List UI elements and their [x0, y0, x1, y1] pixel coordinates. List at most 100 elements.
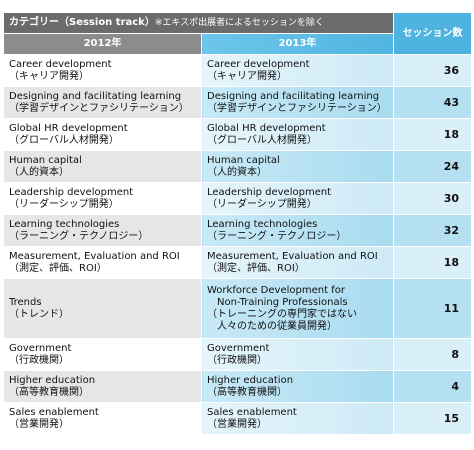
cell-2012: Designing and facilitating learning （学習デザ…: [3, 86, 202, 119]
cell-line: （人的資本）: [207, 166, 267, 178]
table-body: Career development （キャリア開発） Career develop…: [3, 54, 472, 435]
cell-line: （行政機関）: [9, 354, 69, 366]
cell-2013: Designing and facilitating learning （学習デザ…: [201, 86, 394, 119]
cell-line: （グローバル人材開発）: [207, 134, 317, 146]
header-title: カテゴリー（Session track）※エキスポ出展者によるセッションを除く: [3, 12, 394, 34]
cell-line: （学習デザインとファシリテーション）: [207, 102, 387, 114]
table-row: Leadership development （リーダーシップ開発） Leaders…: [3, 182, 472, 215]
cell-line: （リーダーシップ開発）: [207, 198, 317, 210]
cell-line: Government: [9, 342, 72, 354]
cell-2012: Trends （トレンド）: [3, 278, 202, 339]
cell-2013: Higher education （高等教育機関）: [201, 370, 394, 403]
table-row: Trends （トレンド） Workforce Development for No…: [3, 278, 472, 339]
cell-line: Global HR development: [9, 122, 128, 134]
cell-line: Leadership development: [207, 186, 332, 198]
cell-2013: Workforce Development for Non-Training P…: [201, 278, 394, 339]
cell-2012: Higher education （高等教育機関）: [3, 370, 202, 403]
cell-sessions: 36: [393, 54, 472, 87]
session-table: カテゴリー（Session track）※エキスポ出展者によるセッションを除く …: [3, 12, 472, 435]
cell-2012: Sales enablement （営業開発）: [3, 402, 202, 435]
cell-line: （営業開発）: [207, 418, 267, 430]
cell-line: Human capital: [207, 154, 280, 166]
cell-sessions: 24: [393, 150, 472, 183]
cell-line: Career development: [9, 58, 112, 70]
cell-line: Learning technologies: [9, 218, 120, 230]
cell-line: Higher education: [9, 374, 96, 386]
cell-sessions: 18: [393, 118, 472, 151]
cell-line: Sales enablement: [207, 406, 297, 418]
header-2012: 2012年: [3, 33, 202, 55]
cell-2013: Sales enablement （営業開発）: [201, 402, 394, 435]
cell-line: Designing and facilitating learning: [9, 90, 182, 102]
cell-line: （トレーニングの専門家ではない: [207, 308, 357, 320]
table-container: カテゴリー（Session track）※エキスポ出展者によるセッションを除く …: [3, 12, 472, 435]
cell-line: （測定、評価、ROI）: [9, 262, 107, 274]
table-row: Higher education （高等教育機関） Higher education…: [3, 370, 472, 403]
table-row: Learning technologies （ラーニング・テクノロジー） Learn…: [3, 214, 472, 247]
cell-2013: Career development （キャリア開発）: [201, 54, 394, 87]
cell-2012: Career development （キャリア開発）: [3, 54, 202, 87]
cell-line: Learning technologies: [207, 218, 318, 230]
cell-line: （ラーニング・テクノロジー）: [207, 230, 347, 242]
cell-line: （キャリア開発）: [9, 70, 89, 82]
cell-line: Higher education: [207, 374, 294, 386]
cell-line: （リーダーシップ開発）: [9, 198, 119, 210]
table-row: Sales enablement （営業開発） Sales enablement （営…: [3, 402, 472, 435]
cell-2012: Human capital （人的資本）: [3, 150, 202, 183]
cell-line: （トレンド）: [9, 308, 69, 320]
cell-line: Sales enablement: [9, 406, 99, 418]
cell-line: Measurement, Evaluation and ROI: [9, 250, 180, 262]
cell-2012: Leadership development （リーダーシップ開発）: [3, 182, 202, 215]
cell-2013: Human capital （人的資本）: [201, 150, 394, 183]
cell-line: 人々のための従業員開発）: [207, 320, 337, 332]
table-row: Government （行政機関） Government （行政機関） 8: [3, 338, 472, 371]
table-row: Designing and facilitating learning （学習デザ…: [3, 86, 472, 119]
cell-line: （測定、評価、ROI）: [207, 262, 305, 274]
cell-sessions: 30: [393, 182, 472, 215]
cell-line: （営業開発）: [9, 418, 69, 430]
cell-2013: Leadership development （リーダーシップ開発）: [201, 182, 394, 215]
cell-line: （高等教育機関）: [9, 386, 89, 398]
cell-line: （ラーニング・テクノロジー）: [9, 230, 149, 242]
cell-line: （高等教育機関）: [207, 386, 287, 398]
cell-2013: Measurement, Evaluation and ROI （測定、評価、RO…: [201, 246, 394, 279]
cell-2013: Learning technologies （ラーニング・テクノロジー）: [201, 214, 394, 247]
cell-sessions: 4: [393, 370, 472, 403]
cell-2012: Global HR development （グローバル人材開発）: [3, 118, 202, 151]
cell-2012: Measurement, Evaluation and ROI （測定、評価、RO…: [3, 246, 202, 279]
cell-2012: Learning technologies （ラーニング・テクノロジー）: [3, 214, 202, 247]
cell-line: Trends: [9, 296, 42, 308]
cell-line: （グローバル人材開発）: [9, 134, 119, 146]
table-row: Global HR development （グローバル人材開発） Global H…: [3, 118, 472, 151]
cell-line: （人的資本）: [9, 166, 69, 178]
cell-sessions: 18: [393, 246, 472, 279]
title-text: カテゴリー（Session track）: [9, 17, 155, 28]
cell-sessions: 15: [393, 402, 472, 435]
table-row: Human capital （人的資本） Human capital （人的資本） 24: [3, 150, 472, 183]
table-row: Career development （キャリア開発） Career develop…: [3, 54, 472, 87]
cell-sessions: 11: [393, 278, 472, 339]
cell-line: Measurement, Evaluation and ROI: [207, 250, 378, 262]
cell-line: Government: [207, 342, 270, 354]
cell-line: Designing and facilitating learning: [207, 90, 380, 102]
table-row: Measurement, Evaluation and ROI （測定、評価、RO…: [3, 246, 472, 279]
header-sessions: セッション数: [393, 12, 472, 55]
cell-line: Non-Training Professionals: [207, 296, 348, 308]
cell-line: Human capital: [9, 154, 82, 166]
title-note: ※エキスポ出展者によるセッションを除く: [154, 18, 324, 28]
cell-line: （キャリア開発）: [207, 70, 287, 82]
cell-2013: Government （行政機関）: [201, 338, 394, 371]
cell-2013: Global HR development （グローバル人材開発）: [201, 118, 394, 151]
cell-line: Leadership development: [9, 186, 134, 198]
cell-2012: Government （行政機関）: [3, 338, 202, 371]
cell-sessions: 43: [393, 86, 472, 119]
cell-line: Global HR development: [207, 122, 326, 134]
cell-line: （行政機関）: [207, 354, 267, 366]
cell-line: Career development: [207, 58, 310, 70]
header-2013: 2013年: [201, 33, 394, 55]
cell-sessions: 8: [393, 338, 472, 371]
cell-line: Workforce Development for: [207, 284, 345, 296]
cell-line: （学習デザインとファシリテーション）: [9, 102, 189, 114]
cell-sessions: 32: [393, 214, 472, 247]
